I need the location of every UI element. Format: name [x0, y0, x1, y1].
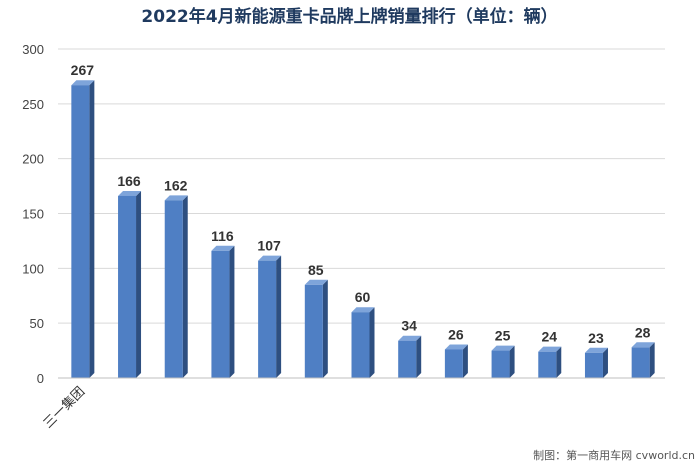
bar-side-9	[509, 345, 515, 378]
bar-top-5	[304, 279, 328, 285]
bar-top-6	[351, 307, 375, 313]
y-tick-label-50: 50	[30, 316, 44, 331]
bar-6	[351, 312, 370, 378]
chart-title: 2022年4月新能源重卡品牌上牌销量排行（单位：辆）	[141, 7, 558, 27]
bar-top-12	[631, 342, 655, 348]
bar-7	[398, 340, 417, 378]
bar-top-7	[398, 335, 422, 341]
bar-top-9	[491, 345, 515, 351]
bar-8	[444, 349, 463, 378]
bar-5	[304, 284, 323, 378]
bar-top-0	[71, 80, 95, 86]
bar-3	[211, 250, 230, 378]
category-label-0: 三一集团	[40, 384, 88, 432]
bar-side-5	[322, 279, 328, 378]
y-tick-label-100: 100	[22, 261, 44, 276]
y-tick-label-200: 200	[22, 152, 44, 167]
bar-11	[584, 352, 603, 378]
bar-top-4	[258, 255, 282, 261]
data-label-7: 34	[401, 318, 417, 334]
bar-side-1	[136, 190, 142, 378]
watermark-text: 制图：第一商用车网 cvworld.cn	[533, 449, 695, 462]
bar-side-3	[229, 245, 235, 378]
bar-top-1	[118, 190, 142, 196]
bar-0	[71, 85, 90, 378]
bar-side-8	[462, 344, 468, 378]
bar-side-4	[276, 255, 282, 378]
data-label-8: 26	[448, 326, 464, 342]
bar-2	[164, 200, 183, 378]
bar-top-2	[164, 195, 188, 201]
bar-12	[631, 347, 650, 378]
y-tick-label-0: 0	[37, 371, 44, 386]
bar-side-12	[649, 342, 655, 378]
bar-top-3	[211, 245, 235, 251]
data-label-10: 24	[541, 329, 557, 345]
y-tick-label-150: 150	[22, 207, 44, 222]
bar-side-10	[556, 346, 562, 378]
data-label-9: 25	[495, 328, 511, 344]
data-label-5: 85	[308, 262, 324, 278]
bar-1	[118, 195, 137, 378]
bar-side-0	[89, 80, 95, 378]
bar-side-2	[182, 195, 188, 378]
data-label-0: 267	[71, 62, 95, 78]
y-tick-label-300: 300	[22, 42, 44, 57]
data-label-11: 23	[588, 330, 604, 346]
data-label-6: 60	[355, 289, 371, 305]
y-tick-label-250: 250	[22, 97, 44, 112]
data-label-2: 162	[164, 177, 188, 193]
data-label-3: 116	[211, 228, 234, 244]
bar-9	[491, 350, 510, 378]
bar-side-11	[602, 347, 608, 378]
data-label-12: 28	[635, 324, 651, 340]
bar-side-7	[416, 335, 422, 378]
bar-top-8	[444, 344, 468, 350]
bar-side-6	[369, 307, 375, 378]
bar-top-11	[584, 347, 608, 353]
bar-4	[258, 260, 277, 378]
bar-10	[538, 351, 557, 378]
bar-top-10	[538, 346, 562, 352]
data-label-1: 166	[117, 173, 141, 189]
data-label-4: 107	[257, 238, 281, 254]
